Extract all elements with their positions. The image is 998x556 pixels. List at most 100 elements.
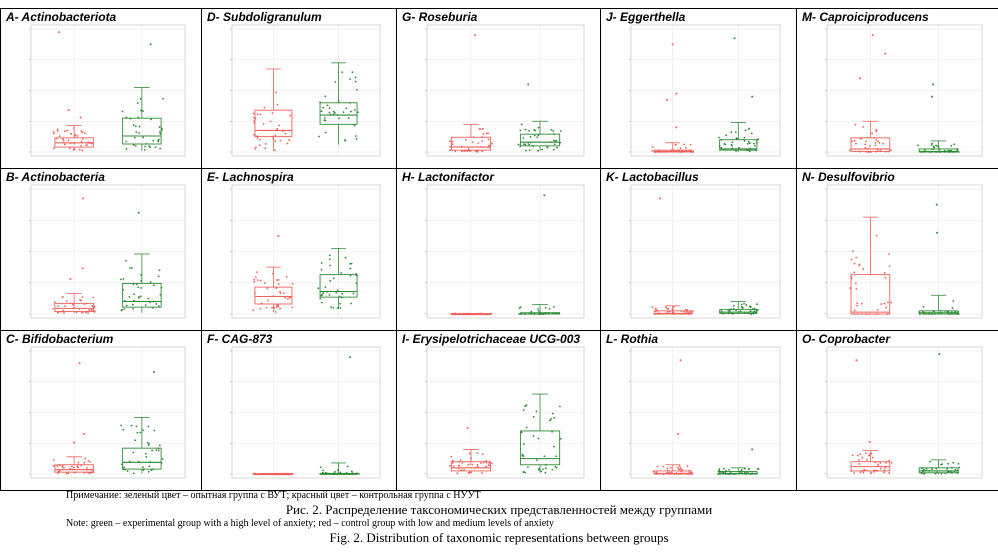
- data-point: [466, 150, 468, 152]
- data-point: [152, 139, 155, 142]
- data-point: [259, 472, 262, 475]
- data-point: [877, 140, 880, 143]
- data-point: [890, 461, 893, 464]
- data-point: [550, 128, 553, 131]
- data-point: [136, 102, 139, 104]
- panel-title: O- Coprobacter: [802, 332, 891, 346]
- data-point: [140, 273, 142, 276]
- data-point: [285, 473, 288, 475]
- box-control: [449, 34, 493, 153]
- data-point: [89, 471, 92, 474]
- data-point: [83, 471, 86, 474]
- data-point: [532, 145, 535, 147]
- data-point: [77, 461, 80, 464]
- data-point: [326, 104, 329, 107]
- data-point: [938, 148, 941, 151]
- data-point: [688, 469, 691, 472]
- data-point: [953, 312, 956, 315]
- iqr-box: [719, 309, 758, 314]
- data-point: [727, 309, 730, 311]
- data-point: [345, 472, 348, 474]
- data-point: [81, 311, 83, 314]
- data-point: [289, 472, 292, 475]
- data-point: [922, 470, 924, 473]
- data-point: [74, 134, 76, 137]
- data-point: [883, 471, 885, 474]
- data-point: [266, 287, 269, 290]
- data-point: [858, 263, 861, 266]
- data-point: [64, 130, 66, 133]
- data-point: [254, 135, 257, 138]
- data-point: [333, 473, 336, 475]
- data-point: [155, 303, 158, 305]
- data-point: [477, 312, 479, 315]
- data-point: [530, 312, 533, 315]
- data-point: [869, 453, 871, 456]
- data-point: [467, 464, 469, 466]
- data-point: [730, 312, 733, 315]
- data-point: [280, 472, 283, 475]
- data-point: [679, 151, 682, 153]
- data-point: [657, 313, 660, 315]
- data-point: [77, 466, 80, 469]
- data-point: [957, 462, 960, 465]
- data-point: [720, 146, 723, 149]
- iqr-box: [653, 310, 692, 315]
- data-point: [850, 140, 853, 143]
- data-point: [58, 464, 61, 467]
- data-point: [680, 473, 682, 475]
- data-point: [740, 306, 743, 308]
- data-point: [271, 306, 273, 309]
- data-point: [860, 137, 863, 140]
- data-point: [688, 471, 691, 474]
- data-point: [132, 143, 135, 146]
- data-point: [875, 234, 878, 237]
- panel-g: G- Roseburia: [396, 8, 601, 169]
- data-point: [72, 466, 75, 469]
- data-point: [850, 258, 853, 261]
- data-point: [723, 467, 725, 470]
- data-point: [469, 463, 471, 466]
- data-point: [553, 133, 555, 135]
- data-point: [681, 149, 683, 152]
- data-point: [720, 139, 723, 141]
- data-point: [463, 150, 466, 153]
- data-point: [945, 150, 948, 153]
- data-point: [545, 467, 547, 470]
- data-point: [453, 313, 456, 315]
- data-point: [273, 306, 276, 309]
- data-point: [78, 148, 81, 151]
- data-point: [876, 469, 879, 472]
- data-point: [938, 151, 940, 153]
- data-point: [866, 469, 869, 472]
- data-point: [120, 278, 122, 281]
- data-point: [341, 71, 344, 74]
- data-point: [457, 467, 460, 470]
- data-point: [939, 312, 942, 315]
- data-point: [259, 138, 261, 141]
- data-point: [353, 124, 356, 127]
- data-point: [874, 461, 877, 464]
- data-point: [947, 313, 950, 315]
- outlier-point: [466, 426, 469, 429]
- panel-title: C- Bifidobacterium: [6, 332, 114, 346]
- data-point: [868, 150, 871, 153]
- data-point: [925, 313, 928, 315]
- data-point: [157, 138, 160, 141]
- data-point: [86, 467, 88, 469]
- data-point: [132, 144, 135, 146]
- data-point: [451, 140, 454, 143]
- data-point: [273, 149, 276, 152]
- data-point: [929, 151, 931, 153]
- data-point: [458, 464, 461, 467]
- data-point: [460, 145, 463, 148]
- panel-o: O- Coprobacter: [796, 330, 998, 491]
- data-point: [327, 472, 329, 475]
- data-point: [276, 472, 279, 475]
- data-point: [950, 311, 953, 314]
- data-point: [745, 149, 748, 151]
- data-point: [740, 470, 743, 473]
- data-point: [467, 148, 470, 150]
- data-point: [55, 137, 58, 140]
- data-point: [355, 472, 357, 475]
